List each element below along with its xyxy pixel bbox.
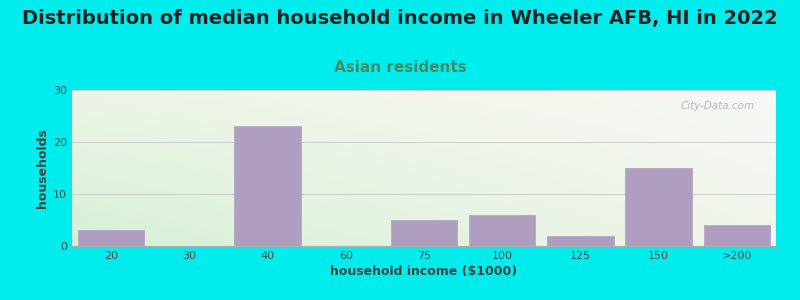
Y-axis label: households: households [36, 128, 49, 208]
Bar [626, 168, 692, 246]
Bar [390, 220, 458, 246]
Bar [234, 126, 301, 246]
Text: City-Data.com: City-Data.com [681, 101, 755, 111]
Bar [704, 225, 770, 246]
X-axis label: household income ($1000): household income ($1000) [330, 265, 518, 278]
Bar [78, 230, 144, 246]
Bar [469, 215, 535, 246]
Text: Asian residents: Asian residents [334, 60, 466, 75]
Bar [547, 236, 614, 246]
Text: Distribution of median household income in Wheeler AFB, HI in 2022: Distribution of median household income … [22, 9, 778, 28]
